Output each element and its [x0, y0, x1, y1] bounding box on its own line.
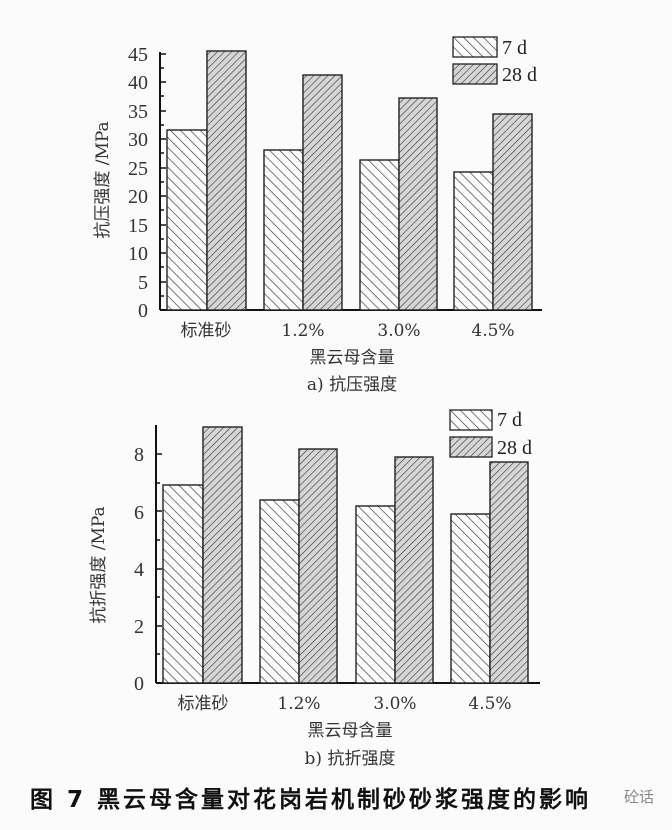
bar-a-1.2-7d — [263, 149, 304, 311]
bar-b-1.2-28d — [298, 448, 338, 684]
svg-text:1.2%: 1.2% — [277, 694, 320, 714]
svg-text:40: 40 — [128, 72, 148, 94]
svg-text:标准砂: 标准砂 — [181, 321, 232, 341]
svg-text:6: 6 — [134, 502, 144, 524]
svg-text:2: 2 — [134, 616, 144, 638]
bar-a-3.0-7d — [359, 159, 400, 311]
bar-a-1.2-28d — [302, 74, 343, 311]
chart-a-compressive: 抗压强度 /MPa 0 5 10 15 20 25 30 35 40 45 — [93, 36, 542, 395]
svg-text:3.0%: 3.0% — [373, 694, 416, 714]
figure-caption: 图 7 黑云母含量对花岗岩机制砂砂浆强度的影响 — [30, 787, 592, 813]
bar-b-std-28d — [202, 426, 243, 684]
svg-text:20: 20 — [128, 186, 148, 208]
chart-b-yticks: 0 2 4 6 8 — [134, 444, 144, 695]
chart-a-subtitle: a) 抗压强度 — [307, 375, 397, 395]
svg-text:10: 10 — [128, 243, 148, 265]
svg-text:4.5%: 4.5% — [471, 321, 514, 341]
svg-text:0: 0 — [138, 300, 148, 322]
bar-b-std-7d — [162, 484, 204, 684]
svg-text:35: 35 — [128, 101, 148, 123]
chart-a-yticks: 0 5 10 15 20 25 30 35 40 45 — [128, 44, 148, 322]
svg-text:1.2%: 1.2% — [281, 321, 324, 341]
svg-text:7 d: 7 d — [502, 37, 527, 59]
chart-b-xlabel: 黑云母含量 — [308, 721, 393, 741]
chart-b-flexural: 抗折强度 /MPa 0 2 4 6 8 — [89, 409, 540, 769]
chart-a-ylabel: 抗压强度 /MPa — [93, 121, 113, 238]
svg-text:30: 30 — [128, 129, 148, 151]
svg-text:0: 0 — [134, 673, 144, 695]
bar-a-4.5-28d — [492, 113, 533, 311]
svg-text:7 d: 7 d — [497, 409, 522, 431]
bar-b-1.2-7d — [259, 499, 300, 684]
svg-text:3.0%: 3.0% — [377, 321, 420, 341]
chart-b-bars — [162, 426, 529, 684]
chart-a-xticks: 标准砂 1.2% 3.0% 4.5% — [181, 321, 515, 341]
chart-a-legend: 7 d 28 d — [452, 36, 537, 86]
svg-text:4.5%: 4.5% — [468, 694, 511, 714]
svg-text:15: 15 — [128, 215, 148, 237]
chart-b-legend: 7 d 28 d — [449, 409, 532, 459]
bar-b-3.0-7d — [355, 505, 396, 684]
bar-b-3.0-28d — [394, 456, 434, 684]
bar-a-std-7d — [166, 129, 208, 311]
svg-text:5: 5 — [138, 272, 148, 294]
chart-b-subtitle: b) 抗折强度 — [305, 749, 396, 769]
svg-text:8: 8 — [134, 444, 144, 466]
chart-b-ylabel: 抗折强度 /MPa — [89, 506, 109, 623]
svg-text:25: 25 — [128, 158, 148, 180]
chart-b-xticks: 标准砂 1.2% 3.0% 4.5% — [178, 694, 512, 714]
svg-text:45: 45 — [128, 44, 148, 66]
watermark: 砼话 — [623, 788, 654, 806]
svg-text:28 d: 28 d — [497, 437, 532, 459]
chart-a-xlabel: 黑云母含量 — [310, 348, 395, 368]
bar-b-4.5-28d — [489, 461, 529, 684]
bar-a-4.5-7d — [453, 171, 494, 311]
bar-a-3.0-28d — [398, 97, 438, 311]
svg-text:28 d: 28 d — [502, 64, 537, 86]
chart-a-bars — [166, 50, 533, 311]
bar-a-std-28d — [206, 50, 247, 311]
svg-text:标准砂: 标准砂 — [178, 694, 229, 714]
bar-b-4.5-7d — [450, 513, 491, 684]
svg-text:4: 4 — [134, 559, 144, 581]
